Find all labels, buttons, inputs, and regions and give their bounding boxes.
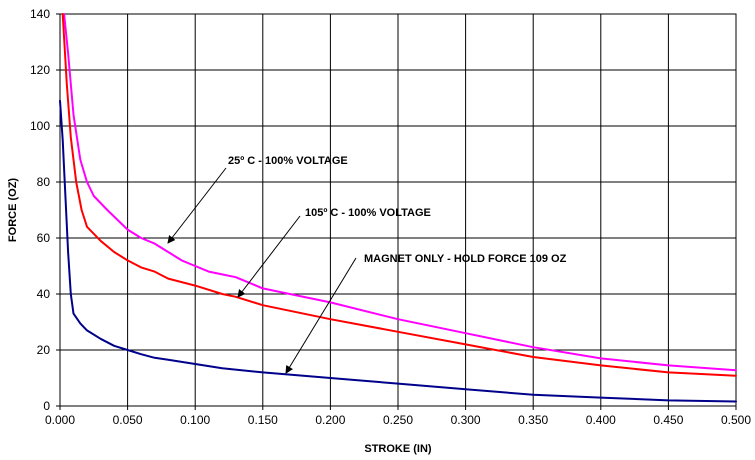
x-tick-label: 0.300 <box>451 413 481 427</box>
x-tick-label: 0.000 <box>45 413 75 427</box>
y-tick-label: 80 <box>37 175 51 189</box>
annotation-label: 25º C - 100% VOLTAGE <box>228 155 348 167</box>
y-tick-label: 140 <box>30 7 50 21</box>
x-axis: 0.000 0.050 0.100 0.150 0.200 0.250 0.300 0.350… <box>45 406 751 427</box>
series-105c-line <box>61 13 737 377</box>
annotation-magnet-only: MAGNET ONLY - HOLD FORCE 109 OZ <box>285 253 567 374</box>
y-axis: 0 20 40 60 80 100 120 140 <box>30 7 60 413</box>
annotation-label: 105º C - 100% VOLTAGE <box>305 207 431 219</box>
y-axis-title: FORCE (OZ) <box>7 178 19 242</box>
series-group <box>59 13 737 403</box>
annotation-arrow <box>285 257 357 374</box>
annotation-label: MAGNET ONLY - HOLD FORCE 109 OZ <box>364 253 567 265</box>
y-tick-label: 20 <box>37 343 51 357</box>
y-tick-label: 100 <box>30 119 50 133</box>
annotation-arrow <box>167 167 227 244</box>
y-tick-label: 60 <box>37 231 51 245</box>
x-tick-label: 0.400 <box>586 413 616 427</box>
x-tick-label: 0.250 <box>383 413 413 427</box>
y-tick-label: 120 <box>30 63 50 77</box>
x-axis-title: STROKE (IN) <box>364 443 432 455</box>
y-tick-label: 0 <box>43 399 50 413</box>
x-tick-label: 0.150 <box>248 413 278 427</box>
series-25c-line <box>63 13 737 372</box>
x-tick-label: 0.050 <box>113 413 143 427</box>
annotation-arrow <box>237 215 301 298</box>
annotation-105c: 105º C - 100% VOLTAGE <box>237 207 431 298</box>
x-tick-label: 0.100 <box>180 413 210 427</box>
annotation-25c: 25º C - 100% VOLTAGE <box>167 155 348 244</box>
x-tick-label: 0.350 <box>518 413 548 427</box>
series-magnet-only-line <box>59 99 737 403</box>
x-tick-label: 0.450 <box>653 413 683 427</box>
x-tick-label: 0.500 <box>721 413 751 427</box>
annotations: 25º C - 100% VOLTAGE 105º C - 100% VOLTA… <box>167 155 567 374</box>
y-tick-label: 40 <box>37 287 51 301</box>
x-tick-label: 0.200 <box>315 413 345 427</box>
